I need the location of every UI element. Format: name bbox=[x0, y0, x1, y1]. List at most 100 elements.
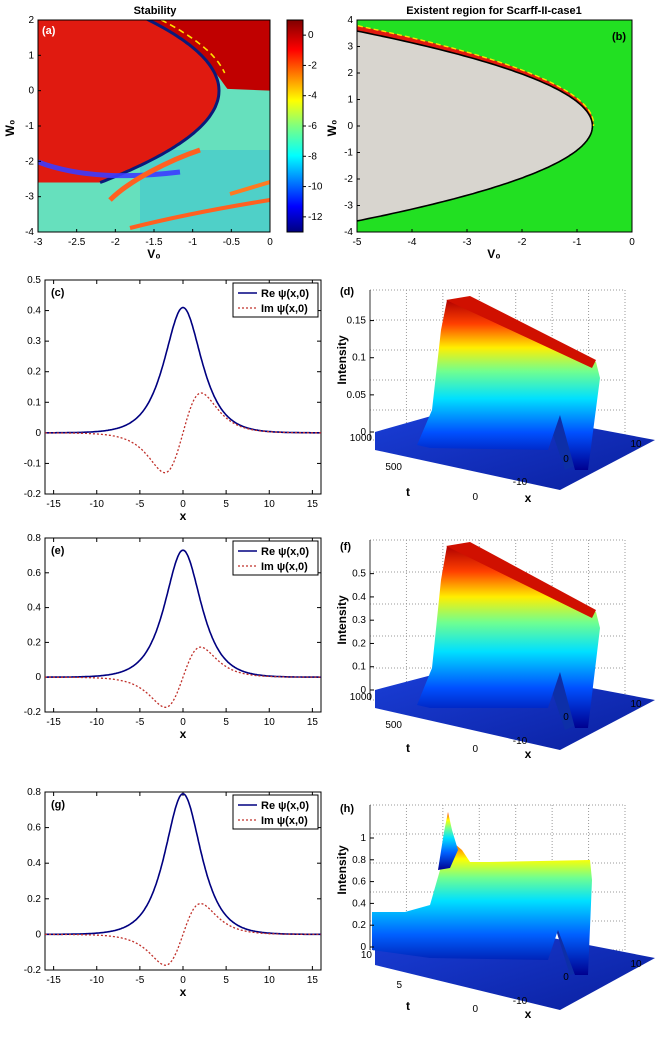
t-tick-label: 5 bbox=[396, 980, 402, 991]
t-axis-label: t bbox=[406, 741, 410, 755]
yellow-dashed-curve-b bbox=[357, 24, 595, 127]
x-tick-label-a: -1 bbox=[188, 237, 197, 248]
intensity-axis-label: Intensity bbox=[335, 595, 349, 645]
x-tick-label: 15 bbox=[307, 499, 319, 510]
x-tick-label-b: -3 bbox=[463, 237, 472, 248]
y-tick-label-b: -4 bbox=[344, 227, 353, 238]
x-tick-label: 0 bbox=[180, 717, 186, 728]
y-tick-label-a: 1 bbox=[28, 50, 34, 61]
y-tick-label: 0.4 bbox=[27, 603, 41, 614]
y-tick-label-a: -3 bbox=[25, 192, 34, 203]
y-tick-label: 0.8 bbox=[27, 787, 41, 798]
x-tick-label-a: -2.5 bbox=[68, 237, 86, 248]
profile-panel-c: -15 -10 -5 0 5 10 15 0.5 0.4 0.3 0.2 0.1 0 -0.1 -0.2 Re… bbox=[24, 275, 322, 523]
existence-panel: Existent region for Scarff-II-case1 (b) … bbox=[325, 5, 635, 261]
y-tick-label-b: -3 bbox=[344, 201, 353, 212]
y-tick-label-a: -1 bbox=[25, 121, 34, 132]
legend-label-re: Re ψ(x,0) bbox=[261, 546, 309, 558]
x-tick-label-b: -5 bbox=[353, 237, 362, 248]
z-tick-label: 0.4 bbox=[352, 592, 366, 603]
x-tick-label: 5 bbox=[223, 717, 229, 728]
y-tick-label-b: 4 bbox=[347, 15, 353, 26]
y-tick-label-b: 3 bbox=[347, 42, 353, 53]
y-tick-label: -0.2 bbox=[24, 489, 42, 500]
ridge-top bbox=[446, 542, 596, 618]
evolution-panel-f: 0.50.40.30.20.1010005000-10010Intensityt… bbox=[335, 539, 655, 761]
colorbar-tick-label: -12 bbox=[308, 212, 323, 223]
y-tick-label: -0.2 bbox=[24, 965, 42, 976]
y-axis-label-b: W₀ bbox=[325, 120, 339, 137]
x-tick-label: -5 bbox=[135, 975, 144, 986]
x-tick-label: -10 bbox=[90, 717, 105, 728]
y-tick-label: 0.3 bbox=[27, 336, 41, 347]
x-tick-label: -15 bbox=[46, 499, 61, 510]
y-tick-label: -0.1 bbox=[24, 458, 42, 469]
y-tick-label: 0.4 bbox=[27, 858, 41, 869]
y-tick-label-a: -2 bbox=[25, 156, 34, 167]
profile-panel-g: -15 -10 -5 0 5 10 15 0.8 0.6 0.4 0.2 0 -0.2 Re ψ(x,0)… bbox=[24, 787, 322, 999]
z-tick-label: 0.8 bbox=[352, 855, 366, 866]
z-tick-label: 0 bbox=[360, 685, 366, 696]
orange-streak-2 bbox=[129, 198, 270, 230]
x-tick-label: 0 bbox=[180, 499, 186, 510]
y-tick-label: 0.5 bbox=[27, 275, 41, 286]
z-tick-label: 0.15 bbox=[347, 316, 367, 327]
stability-boundary-curve bbox=[99, 20, 221, 184]
panel-label: (d) bbox=[340, 286, 354, 298]
x-tick-label-b: -2 bbox=[518, 237, 527, 248]
x-tick-label: 5 bbox=[223, 499, 229, 510]
z-tick-label: 0.5 bbox=[352, 569, 366, 580]
unstable-region-parabola bbox=[38, 20, 219, 183]
x-tick-label: 0 bbox=[563, 712, 569, 723]
y-tick-label: 0.6 bbox=[27, 823, 41, 834]
x-tick-label-b: -1 bbox=[573, 237, 582, 248]
y-tick-label: -0.2 bbox=[24, 707, 42, 718]
y-tick-label: 0 bbox=[35, 929, 41, 940]
ridge-top bbox=[446, 296, 596, 368]
x-tick-label: -10 bbox=[513, 736, 528, 747]
y-tick-label: 0.2 bbox=[27, 637, 41, 648]
re-psi-line bbox=[45, 306, 321, 434]
colorbar-tick-label: 0 bbox=[308, 30, 314, 41]
x-axis-label: x bbox=[180, 509, 187, 523]
panel-label: (h) bbox=[340, 803, 354, 815]
y-tick-label: 0.4 bbox=[27, 306, 41, 317]
y-tick-label: 0.1 bbox=[27, 397, 41, 408]
panel-a-title: Stability bbox=[134, 5, 178, 17]
x-tick-label: -15 bbox=[46, 975, 61, 986]
y-tick-label-a: -4 bbox=[25, 227, 34, 238]
x-axis-label: x bbox=[180, 985, 187, 999]
boundary-curve-b bbox=[357, 30, 594, 222]
x-tick-label: 0 bbox=[563, 454, 569, 465]
intensity-axis-label: Intensity bbox=[335, 335, 349, 385]
x-tick-label: 0 bbox=[180, 975, 186, 986]
panel-label: (e) bbox=[51, 545, 65, 557]
x-tick-label-b: 0 bbox=[629, 237, 635, 248]
z-tick-label: 0.3 bbox=[352, 615, 366, 626]
soliton-ridge bbox=[372, 840, 592, 975]
y-tick-label-b: 0 bbox=[347, 121, 353, 132]
y-axis-label-a: W₀ bbox=[3, 120, 17, 137]
z-tick-label: 0.4 bbox=[352, 898, 366, 909]
x-axis-label: x bbox=[525, 747, 532, 761]
x-tick-label: -10 bbox=[513, 996, 528, 1007]
x-axis-label-a: V₀ bbox=[147, 247, 160, 261]
x-axis-label: x bbox=[180, 727, 187, 741]
x-tick-label: -5 bbox=[135, 717, 144, 728]
y-tick-label: 0 bbox=[35, 428, 41, 439]
y-tick-label-b: 1 bbox=[347, 95, 353, 106]
legend-box bbox=[232, 540, 319, 576]
x-tick-label: 0 bbox=[563, 972, 569, 983]
z-tick-label: 0.2 bbox=[352, 920, 366, 931]
t-tick-label: 500 bbox=[385, 720, 402, 731]
y-tick-label: 0.6 bbox=[27, 568, 41, 579]
x-tick-label: -10 bbox=[90, 975, 105, 986]
panel-label-a: (a) bbox=[42, 25, 56, 37]
orange-streak-3 bbox=[229, 180, 270, 196]
x-tick-label: 5 bbox=[223, 975, 229, 986]
z-tick-label: 0.6 bbox=[352, 877, 366, 888]
